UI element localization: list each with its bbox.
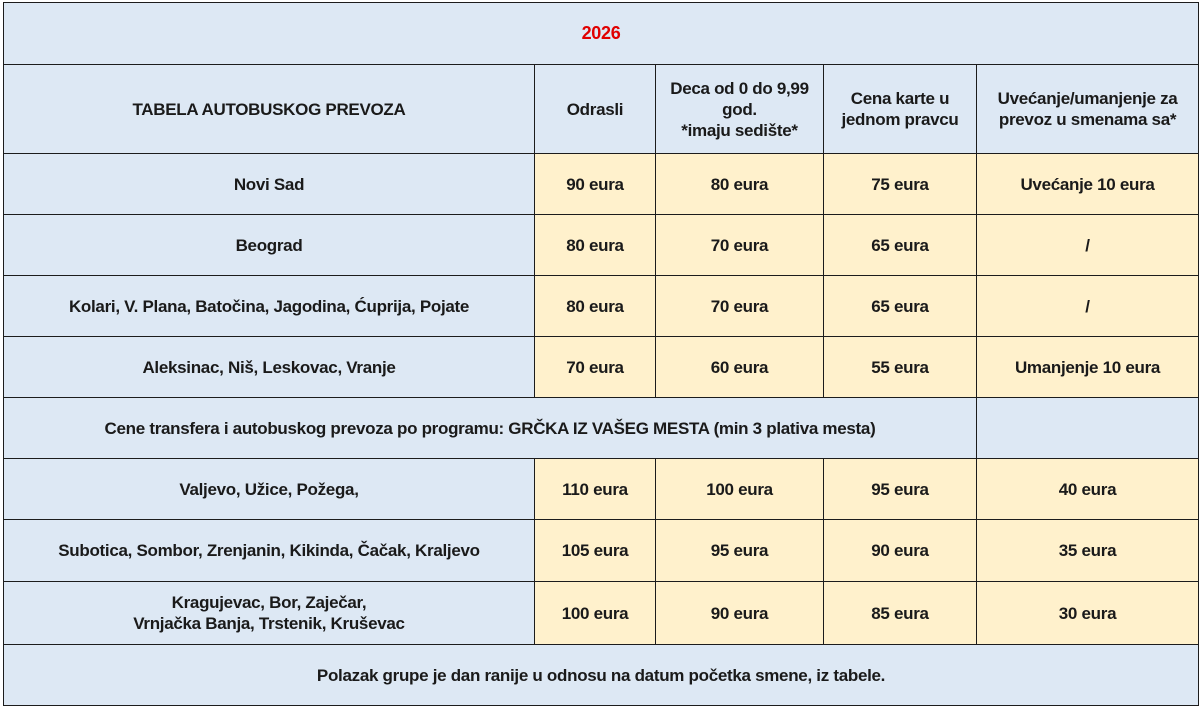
column-header-one-way: Cena karte u jednom pravcu <box>823 64 977 154</box>
adjustment-cell: Umanjenje 10 eura <box>975 336 1200 398</box>
children-price-cell: 70 eura <box>655 214 824 276</box>
adults-price-cell: 110 eura <box>534 458 656 520</box>
city-cell: Subotica, Sombor, Zrenjanin, Kikinda, Ča… <box>3 519 535 582</box>
city-cell: Aleksinac, Niš, Leskovac, Vranje <box>3 336 535 398</box>
children-price-cell: 90 eura <box>655 581 824 645</box>
city-cell: Kolari, V. Plana, Batočina, Jagodina, Ću… <box>3 275 535 337</box>
table-row: Kolari, V. Plana, Batočina, Jagodina, Ću… <box>3 275 1200 337</box>
city-cell: Valjevo, Užice, Požega, <box>3 458 535 520</box>
adjustment-cell: / <box>975 275 1200 337</box>
city-cell: Beograd <box>3 214 535 276</box>
adjustment-cell: Uvećanje 10 eura <box>975 153 1200 215</box>
adults-price-cell: 105 eura <box>534 519 656 582</box>
one-way-price-cell: 75 eura <box>823 153 977 215</box>
one-way-price-cell: 55 eura <box>823 336 977 398</box>
city-cell: Novi Sad <box>3 153 535 215</box>
adjustment-cell: / <box>975 214 1200 276</box>
adults-price-cell: 80 eura <box>534 275 656 337</box>
table-row: Kragujevac, Bor, Zaječar, Vrnjačka Banja… <box>3 581 1200 645</box>
adjustment-cell: 40 eura <box>975 458 1200 520</box>
table-title: TABELA AUTOBUSKOG PREVOZA <box>3 64 535 154</box>
column-header-children: Deca od 0 do 9,99 god. *imaju sedište* <box>655 64 824 154</box>
table-row: Aleksinac, Niš, Leskovac, Vranje 70 eura… <box>3 336 1200 398</box>
one-way-price-cell: 90 eura <box>823 519 977 582</box>
adults-price-cell: 90 eura <box>534 153 656 215</box>
year-heading: 2026 <box>2 2 1200 65</box>
footer-note: Polazak grupe je dan ranije u odnosu na … <box>2 644 1200 706</box>
column-header-adults: Odrasli <box>534 64 656 154</box>
adjustment-cell: 30 eura <box>975 581 1200 645</box>
header-row: TABELA AUTOBUSKOG PREVOZA Odrasli Deca o… <box>3 64 1200 154</box>
section-title: Cene transfera i autobuskog prevoza po p… <box>3 397 977 459</box>
adjustment-cell: 35 eura <box>975 519 1200 582</box>
children-price-cell: 80 eura <box>655 153 824 215</box>
table-row: Novi Sad 90 eura 80 eura 75 eura Uvećanj… <box>3 153 1200 215</box>
year-row: 2026 <box>2 2 1200 65</box>
adults-price-cell: 70 eura <box>534 336 656 398</box>
table-row: Beograd 80 eura 70 eura 65 eura / <box>3 214 1200 276</box>
children-price-cell: 70 eura <box>655 275 824 337</box>
section-row: Cene transfera i autobuskog prevoza po p… <box>3 397 1200 459</box>
city-cell: Kragujevac, Bor, Zaječar, Vrnjačka Banja… <box>3 581 535 645</box>
one-way-price-cell: 65 eura <box>823 214 977 276</box>
column-header-adjustment: Uvećanje/umanjenje za prevoz u smenama s… <box>975 64 1200 154</box>
adults-price-cell: 80 eura <box>534 214 656 276</box>
one-way-price-cell: 95 eura <box>823 458 977 520</box>
children-price-cell: 100 eura <box>655 458 824 520</box>
section-empty-cell <box>975 397 1200 459</box>
table-row: Valjevo, Užice, Požega, 110 eura 100 eur… <box>3 458 1200 520</box>
table-row: Subotica, Sombor, Zrenjanin, Kikinda, Ča… <box>3 519 1200 582</box>
footer-row: Polazak grupe je dan ranije u odnosu na … <box>2 644 1200 706</box>
children-price-cell: 95 eura <box>655 519 824 582</box>
one-way-price-cell: 85 eura <box>823 581 977 645</box>
children-price-cell: 60 eura <box>655 336 824 398</box>
one-way-price-cell: 65 eura <box>823 275 977 337</box>
adults-price-cell: 100 eura <box>534 581 656 645</box>
